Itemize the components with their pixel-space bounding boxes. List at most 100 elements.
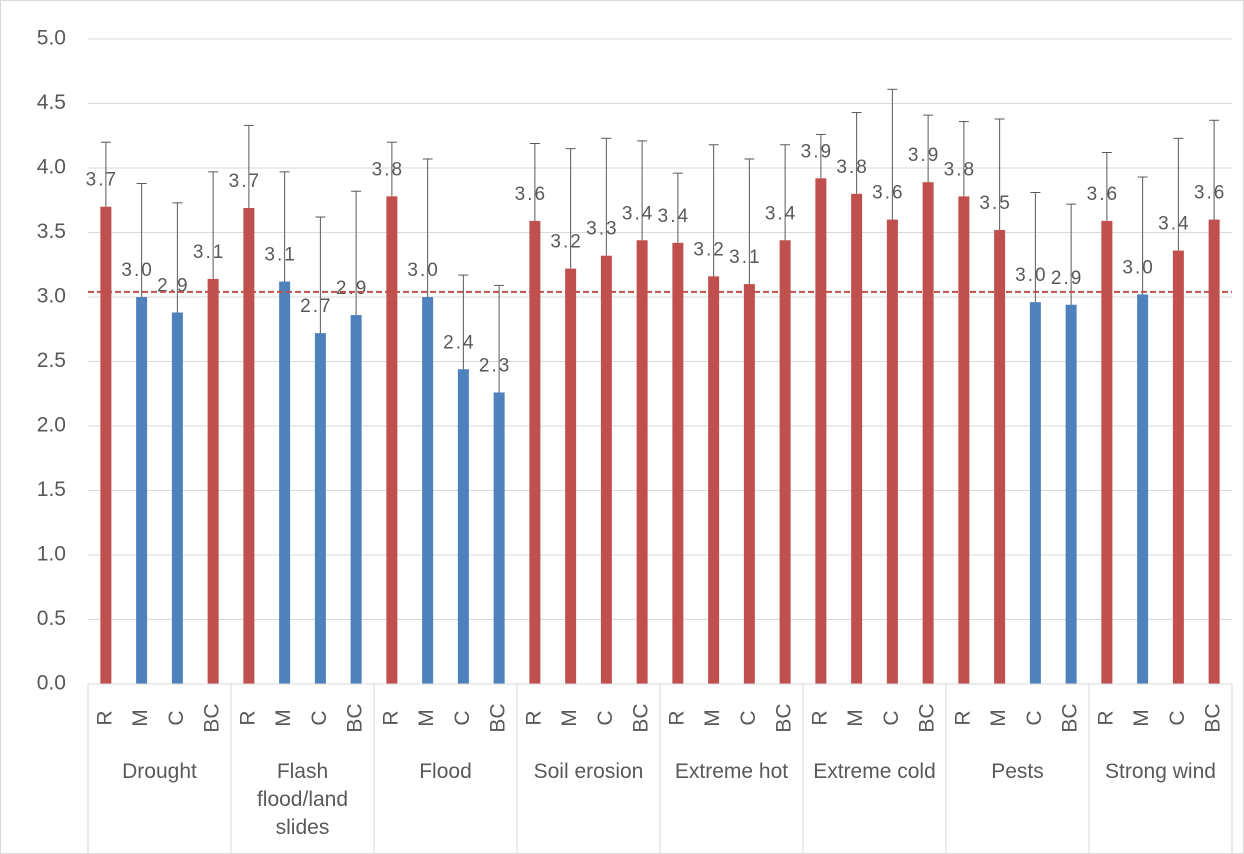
y-tick-label: 1.0 <box>37 543 66 566</box>
bar <box>994 229 1006 685</box>
x-tick-label: C <box>451 710 474 725</box>
bar <box>136 297 148 684</box>
x-tick-label: BC <box>1202 703 1225 732</box>
group-label: Drought <box>122 760 197 783</box>
data-label: 3.1 <box>193 242 225 263</box>
data-label: 3.0 <box>407 260 439 281</box>
group-label: Soil erosion <box>533 760 644 783</box>
group-label: Flash flood/land slides <box>256 760 349 839</box>
bar <box>314 333 326 684</box>
data-label: 3.4 <box>1158 214 1190 235</box>
bar <box>1029 302 1041 684</box>
x-tick-label: BC <box>487 703 510 732</box>
x-tick-label: M <box>844 709 867 727</box>
data-label: 3.0 <box>1015 265 1047 286</box>
bar <box>1208 219 1220 684</box>
group-label: Strong wind <box>1105 760 1216 783</box>
bar <box>672 242 684 684</box>
bar <box>493 392 505 684</box>
x-tick-label: M <box>987 709 1010 727</box>
bar <box>636 240 648 685</box>
data-label: 3.2 <box>550 232 582 253</box>
bar <box>100 206 112 684</box>
x-tick-label: C <box>1023 710 1046 725</box>
x-tick-label: M <box>1130 709 1153 727</box>
x-tick-label: C <box>308 710 331 725</box>
bar <box>207 278 219 684</box>
data-label: 3.8 <box>944 159 976 180</box>
x-tick-label: R <box>951 710 974 725</box>
bar <box>565 268 577 684</box>
y-tick-label: 4.0 <box>37 156 66 179</box>
data-label: 3.1 <box>729 247 761 268</box>
bar <box>922 182 934 684</box>
group-label: Flood <box>419 760 472 783</box>
data-label: 3.4 <box>658 206 690 227</box>
bar <box>171 312 183 684</box>
data-label: 3.7 <box>86 170 118 191</box>
data-label: 3.8 <box>372 159 404 180</box>
x-tick-label: M <box>129 709 152 727</box>
x-tick-label: R <box>522 710 545 725</box>
data-label: 2.3 <box>479 355 511 376</box>
x-tick-label: C <box>594 710 617 725</box>
data-label: 2.4 <box>443 332 475 353</box>
bar <box>779 240 791 685</box>
x-tick-label: M <box>701 709 724 727</box>
data-label: 2.9 <box>157 275 189 296</box>
x-tick-label: BC <box>916 703 939 732</box>
x-tick-label: R <box>808 710 831 725</box>
x-tick-label: C <box>165 710 188 725</box>
data-label: 3.6 <box>1194 183 1226 204</box>
data-label: 3.9 <box>908 145 940 166</box>
x-tick-label: R <box>379 710 402 725</box>
bar <box>1101 220 1113 684</box>
data-label: 3.7 <box>229 171 261 192</box>
data-label: 3.2 <box>693 239 725 260</box>
x-tick-label: R <box>236 710 259 725</box>
y-tick-label: 3.5 <box>37 220 66 243</box>
x-tick-label: R <box>1094 710 1117 725</box>
bar <box>708 276 720 684</box>
bar <box>529 220 541 684</box>
bar <box>243 207 255 685</box>
y-tick-label: 2.5 <box>37 349 66 372</box>
data-label: 2.9 <box>336 278 368 299</box>
bar <box>815 178 827 684</box>
bar <box>600 255 612 684</box>
bar <box>886 219 898 684</box>
x-tick-label: BC <box>1059 703 1082 732</box>
bar <box>350 315 362 684</box>
data-label: 3.0 <box>121 260 153 281</box>
data-label: 3.6 <box>1087 184 1119 205</box>
y-tick-label: 4.5 <box>37 91 66 114</box>
bar <box>1137 294 1149 684</box>
data-label: 3.6 <box>872 183 904 204</box>
y-tick-label: 2.0 <box>37 414 66 437</box>
bar <box>851 193 863 685</box>
y-tick-label: 5.0 <box>37 27 66 50</box>
data-label: 3.9 <box>801 141 833 162</box>
x-tick-label: M <box>415 709 438 727</box>
bar <box>422 297 434 684</box>
bar <box>279 281 291 684</box>
x-tick-label: C <box>737 710 760 725</box>
group-label: Pests <box>991 760 1044 783</box>
x-tick-label: C <box>1166 710 1189 725</box>
x-tick-label: M <box>558 709 581 727</box>
bar <box>1172 250 1184 684</box>
group-label: Extreme cold <box>813 760 936 783</box>
data-label: 3.5 <box>979 193 1011 214</box>
x-tick-label: R <box>665 710 688 725</box>
data-label: 3.1 <box>264 245 296 266</box>
data-label: 3.0 <box>1122 257 1154 278</box>
x-tick-label: M <box>272 709 295 727</box>
data-label: 2.9 <box>1051 268 1083 289</box>
y-tick-label: 3.0 <box>37 285 66 308</box>
data-label: 3.8 <box>836 157 868 178</box>
data-label: 2.7 <box>300 296 332 317</box>
bar <box>457 369 469 684</box>
data-label: 3.4 <box>622 203 654 224</box>
